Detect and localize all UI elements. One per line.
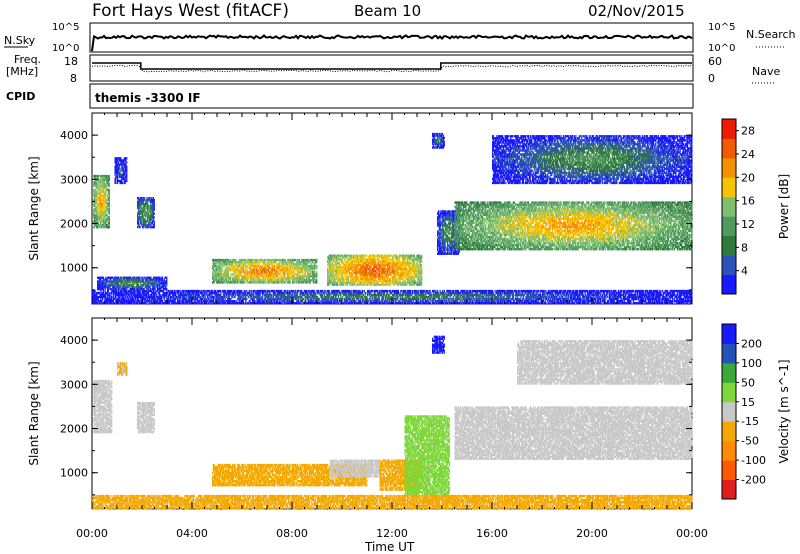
scatter-region: [405, 415, 450, 495]
scatter-region: [117, 362, 127, 376]
frequency-series-line: [92, 63, 692, 69]
colorbar-swatch: [722, 119, 736, 139]
y-tick-label: 4000: [60, 129, 88, 142]
scatter-region: [432, 336, 445, 354]
colorbar-tick-label: 15: [741, 396, 755, 409]
colorbar-tick-label: 24: [741, 148, 755, 161]
velocity-panel: 1000 2000 3000 4000 00:00 04:00 08:00 12:00 16:0…: [27, 318, 708, 540]
y-tick-label: 4000: [60, 334, 88, 347]
colorbar-label: Power [dB]: [777, 174, 791, 239]
colorbar-swatch: [722, 402, 736, 422]
y-axis-label: Slant Range [km]: [27, 156, 41, 260]
colorbar-swatch: [722, 343, 736, 363]
scatter-region: [97, 277, 167, 291]
power-panel: 1000 2000 3000 4000 Slant Range [km]: [27, 113, 692, 304]
colorbar-tick-label: -50: [741, 435, 759, 448]
scatter-region: [93, 380, 112, 434]
nave-tick-top: 60: [708, 55, 722, 68]
colorbar-tick-label: 8: [741, 241, 748, 254]
y-tick-label: 2000: [60, 218, 88, 231]
colorbar-swatch: [722, 216, 736, 236]
x-tick-label: 16:00: [476, 527, 508, 540]
nsky-panel: N.Sky 10^5 10^0 10^5 10^0 N.Search: [4, 22, 796, 54]
date-label: 02/Nov/2015: [588, 2, 685, 20]
colorbar-tick-label: -100: [741, 454, 766, 467]
nsearch-tick-bottom: 10^0: [708, 43, 735, 54]
nsearch-label: N.Search: [746, 28, 796, 41]
colorbar-swatch: [722, 236, 736, 256]
y-tick-label: 2000: [60, 423, 88, 436]
nsky-tick-bottom: 10^0: [52, 43, 79, 54]
x-tick-label: 00:00: [676, 527, 708, 540]
colorbar-swatch: [722, 177, 736, 197]
colorbar-swatch: [722, 158, 736, 178]
scatter-region: [330, 460, 380, 478]
colorbar-tick-label: 100: [741, 357, 762, 370]
colorbar-swatch: [722, 421, 736, 441]
colorbar-tick-label: -200: [741, 474, 766, 487]
scatter-region: [93, 175, 110, 229]
nsky-tick-top: 10^5: [52, 22, 79, 33]
nsky-series-line: [92, 36, 692, 52]
colorbar-label: Velocity [m s^-1]: [777, 359, 791, 463]
scatter-region: [212, 259, 317, 284]
cpid-panel: CPID themis -3300 IF: [6, 84, 693, 108]
colorbar-swatch: [722, 363, 736, 383]
scatter-region: [492, 135, 692, 184]
colorbar-swatch: [722, 480, 736, 500]
scatter-region: [432, 133, 445, 149]
colorbar-tick-label: 4: [741, 265, 748, 278]
freq-tick-top: 18: [64, 55, 78, 68]
scatter-region: [115, 157, 128, 184]
y-tick-label: 3000: [60, 378, 88, 391]
freq-label-line2: [MHz]: [6, 65, 38, 78]
freq-panel: Freq. [MHz] 18 8 60 0 Nave: [6, 53, 780, 85]
nsky-label: N.Sky: [4, 34, 36, 47]
colorbar-swatch: [722, 275, 736, 295]
colorbar-swatch: [722, 324, 736, 344]
beam-label: Beam 10: [354, 2, 421, 20]
scatter-region: [455, 201, 693, 250]
scatter-region: [517, 340, 692, 385]
colorbar-swatch: [722, 138, 736, 158]
colorbar-swatch: [722, 197, 736, 217]
colorbar-swatch: [722, 255, 736, 275]
time-axis-label: Time UT: [364, 540, 415, 554]
nave-tick-bottom: 0: [708, 72, 715, 85]
colorbar-tick-label: 12: [741, 218, 755, 231]
cpid-label: CPID: [6, 90, 35, 103]
scatter-region: [327, 255, 422, 286]
colorbar-tick-label: 28: [741, 125, 755, 138]
cpid-text: themis -3300 IF: [95, 91, 201, 105]
nsearch-tick-top: 10^5: [708, 22, 735, 33]
power-colorbar: 4 8 12 16 20 24 28 Power [dB]: [722, 119, 791, 295]
colorbar-tick-label: 50: [741, 376, 755, 389]
y-tick-label: 1000: [60, 467, 88, 480]
scatter-region: [137, 402, 155, 433]
colorbar-tick-label: 200: [741, 337, 762, 350]
y-tick-label: 1000: [60, 262, 88, 275]
y-axis-label: Slant Range [km]: [27, 361, 41, 465]
velocity-colorbar: 200 100 50 15 -15 -50 -100 -200 Velocity [m s^-1…: [722, 324, 791, 500]
colorbar-swatch: [722, 382, 736, 402]
colorbar-tick-label: 20: [741, 171, 755, 184]
x-tick-label: 00:00: [76, 527, 108, 540]
scatter-region: [455, 406, 693, 460]
freq-tick-bottom: 8: [70, 72, 77, 85]
x-tick-label: 04:00: [176, 527, 208, 540]
y-tick-label: 3000: [60, 173, 88, 186]
colorbar-swatch: [722, 460, 736, 480]
x-tick-label: 12:00: [376, 527, 408, 540]
colorbar-tick-label: -15: [741, 415, 759, 428]
nave-label: Nave: [752, 65, 780, 78]
x-tick-label: 20:00: [576, 527, 608, 540]
scatter-region: [137, 197, 155, 228]
colorbar-tick-label: 16: [741, 195, 755, 208]
colorbar-swatch: [722, 441, 736, 461]
x-tick-label: 08:00: [276, 527, 308, 540]
station-title: Fort Hays West (fitACF): [92, 1, 289, 21]
